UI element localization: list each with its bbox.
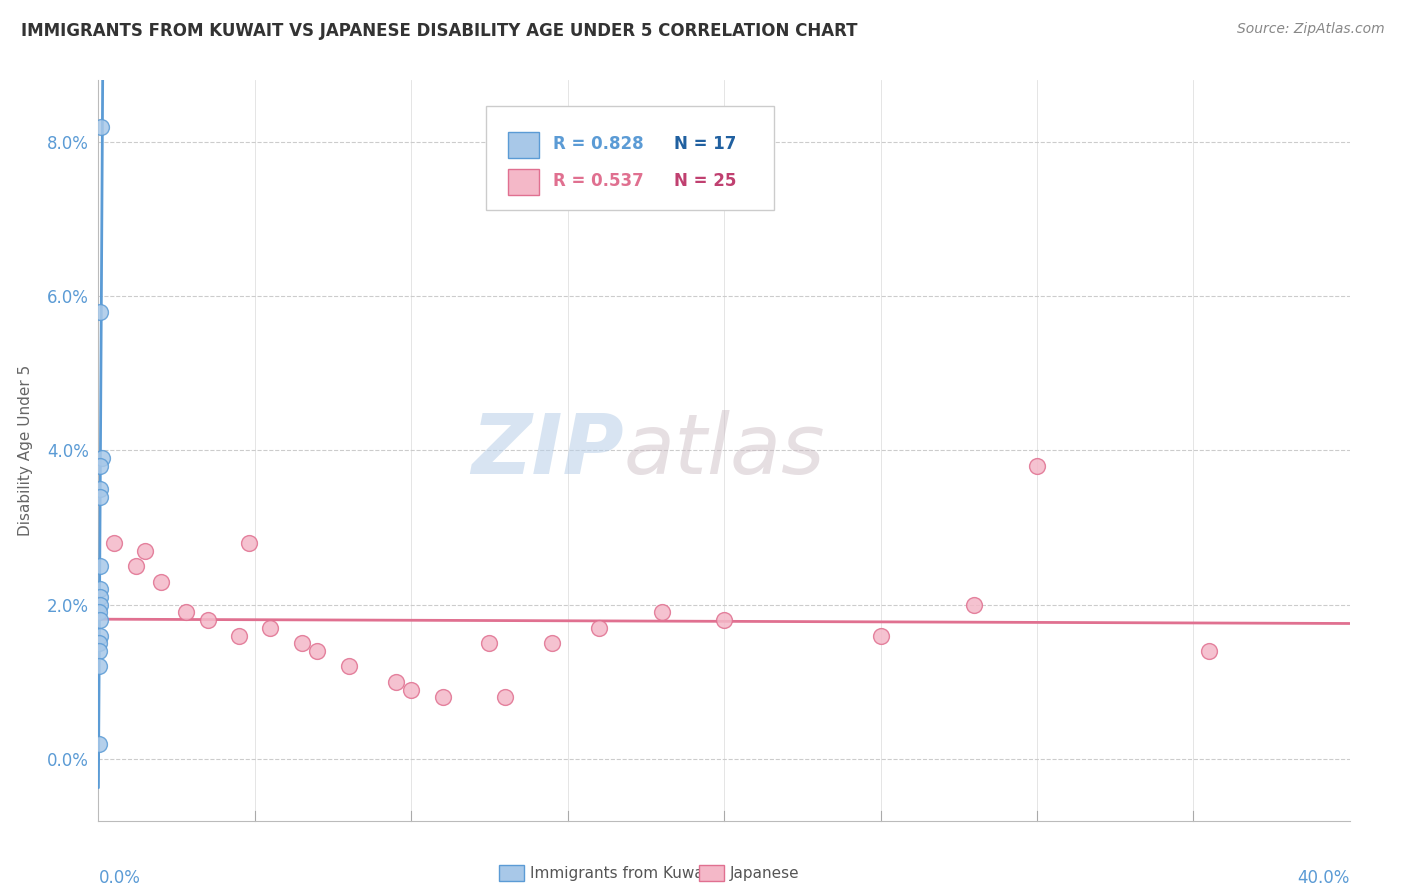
Point	[89, 490, 111, 504]
Text: N = 25: N = 25	[673, 172, 737, 190]
Point	[541, 636, 564, 650]
Point	[307, 644, 329, 658]
Point	[89, 613, 111, 627]
Point	[291, 636, 314, 650]
Point	[90, 120, 112, 134]
FancyBboxPatch shape	[508, 169, 538, 195]
Point	[713, 613, 735, 627]
Text: atlas: atlas	[624, 410, 825, 491]
Point	[89, 559, 111, 574]
FancyBboxPatch shape	[508, 132, 538, 158]
Point	[125, 559, 148, 574]
Point	[228, 629, 250, 643]
Point	[103, 536, 125, 550]
Point	[89, 644, 111, 658]
Point	[337, 659, 360, 673]
Point	[869, 629, 891, 643]
Point	[90, 451, 112, 466]
Point	[150, 574, 173, 589]
Point	[89, 482, 111, 496]
Point	[89, 659, 111, 673]
Point	[478, 636, 501, 650]
Text: Immigrants from Kuwait: Immigrants from Kuwait	[530, 866, 714, 880]
Point	[401, 682, 423, 697]
Point	[963, 598, 986, 612]
FancyBboxPatch shape	[486, 106, 775, 210]
Point	[89, 606, 111, 620]
Point	[259, 621, 281, 635]
Text: Source: ZipAtlas.com: Source: ZipAtlas.com	[1237, 22, 1385, 37]
Point	[89, 636, 111, 650]
Point	[89, 629, 111, 643]
Point	[197, 613, 219, 627]
Point	[384, 674, 406, 689]
Text: 40.0%: 40.0%	[1298, 869, 1350, 887]
Text: N = 17: N = 17	[673, 135, 737, 153]
Text: R = 0.828: R = 0.828	[553, 135, 644, 153]
Point	[1198, 644, 1220, 658]
Point	[134, 543, 156, 558]
Point	[1026, 458, 1049, 473]
Point	[238, 536, 260, 550]
Y-axis label: Disability Age Under 5: Disability Age Under 5	[18, 365, 32, 536]
Point	[89, 582, 111, 597]
Point	[588, 621, 610, 635]
Point	[494, 690, 516, 705]
Point	[174, 606, 197, 620]
Text: R = 0.537: R = 0.537	[553, 172, 644, 190]
Text: Japanese: Japanese	[730, 866, 800, 880]
Point	[87, 737, 110, 751]
Point	[432, 690, 454, 705]
Text: 0.0%: 0.0%	[98, 869, 141, 887]
Text: IMMIGRANTS FROM KUWAIT VS JAPANESE DISABILITY AGE UNDER 5 CORRELATION CHART: IMMIGRANTS FROM KUWAIT VS JAPANESE DISAB…	[21, 22, 858, 40]
Point	[89, 304, 111, 318]
Point	[89, 590, 111, 604]
Point	[89, 458, 111, 473]
Point	[89, 598, 111, 612]
Point	[650, 606, 672, 620]
Text: ZIP: ZIP	[471, 410, 624, 491]
